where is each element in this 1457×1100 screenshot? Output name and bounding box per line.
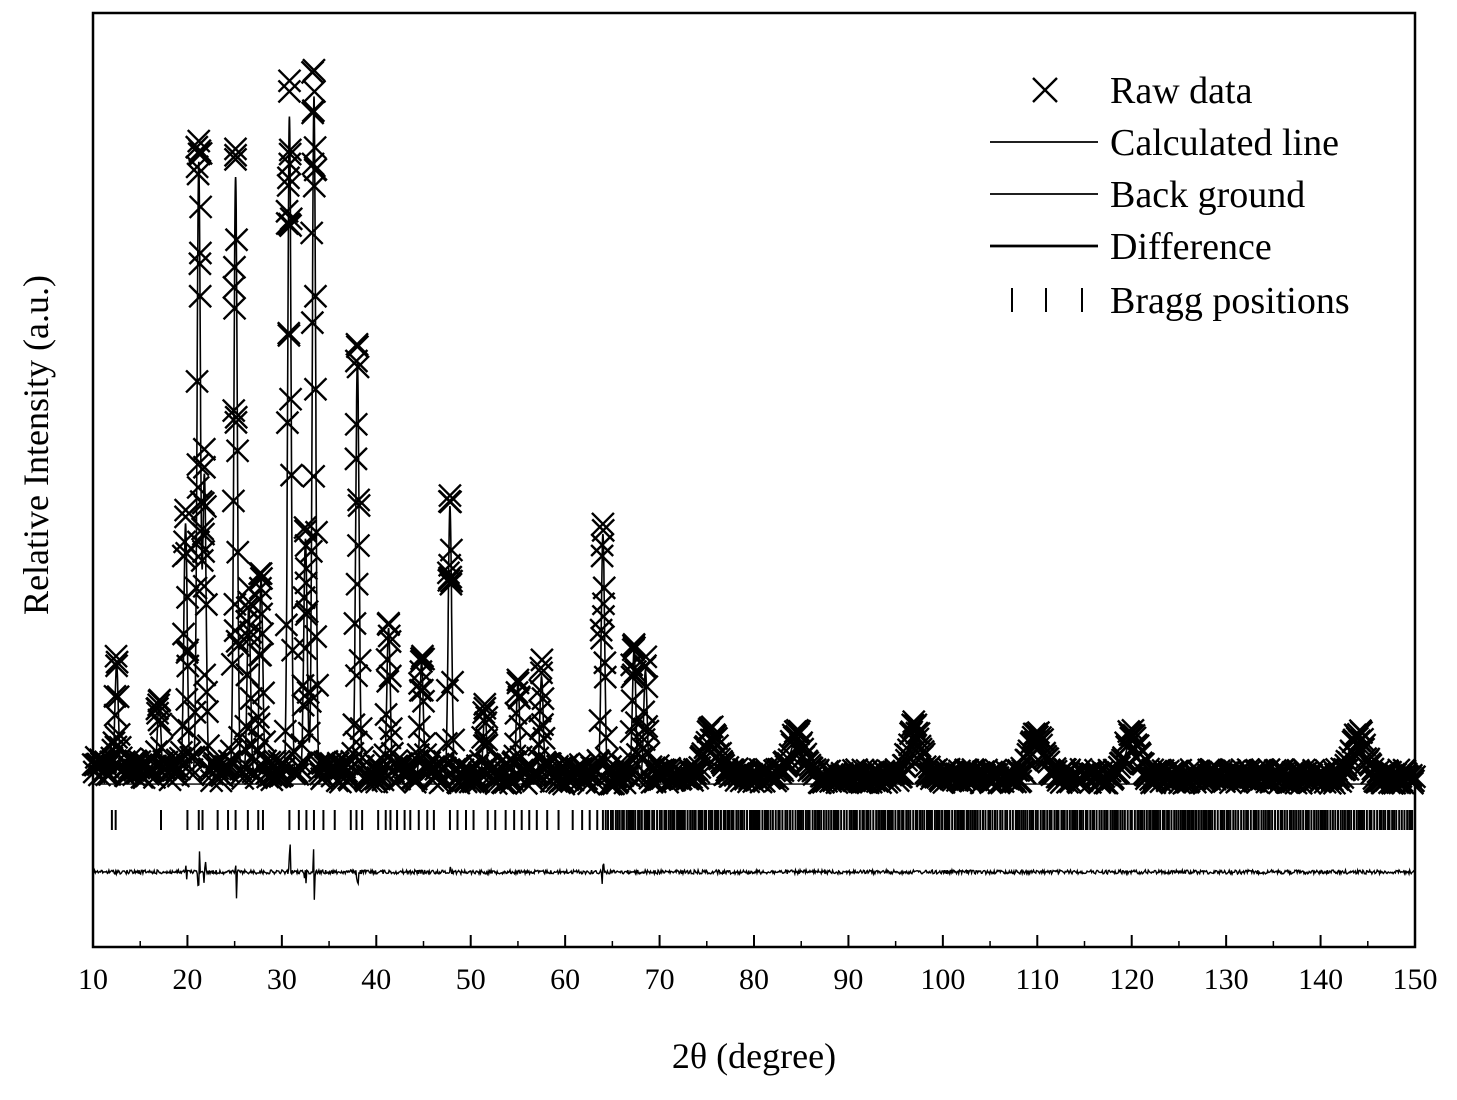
legend: Raw data Calculated line Back ground Differ… <box>990 70 1350 322</box>
x-axis-ticks: 10 20 30 40 50 60 70 80 90 100 110 120 130 140 150 <box>78 935 1438 996</box>
x-tick-label: 60 <box>550 963 580 996</box>
x-tick-label: 80 <box>739 963 769 996</box>
x-axis-title: 2θ (degree) <box>672 1036 836 1076</box>
x-tick-label: 120 <box>1109 963 1154 996</box>
x-tick-label: 20 <box>172 963 202 996</box>
x-tick-label: 90 <box>833 963 863 996</box>
y-axis-title: Relative Intensity (a.u.) <box>16 275 56 615</box>
raw-data-point <box>279 70 301 92</box>
raw-data-point <box>346 573 368 595</box>
raw-data-point <box>190 196 212 218</box>
raw-data-peak-point <box>278 80 300 102</box>
x-tick-label: 40 <box>361 963 391 996</box>
raw-data-point <box>225 148 247 170</box>
raw-data-point <box>278 324 300 346</box>
x-tick-label: 140 <box>1298 963 1343 996</box>
legend-label: Difference <box>1110 226 1272 268</box>
raw-data-point <box>187 476 209 498</box>
raw-data-point <box>346 665 368 687</box>
bragg-positions-layer <box>112 810 1415 830</box>
x-tick-label: 30 <box>267 963 297 996</box>
x-tick-label: 110 <box>1015 963 1059 996</box>
difference-layer <box>93 845 1414 900</box>
raw-data-point <box>301 222 323 244</box>
x-tick-label: 10 <box>78 963 108 996</box>
x-tick-label: 150 <box>1393 963 1438 996</box>
raw-data-peak-point <box>346 336 368 358</box>
legend-raw-data-symbol <box>1033 78 1057 102</box>
raw-data-peak-point <box>303 59 325 81</box>
legend-label: Back ground <box>1110 174 1305 216</box>
difference-curve <box>93 845 1414 900</box>
raw-data-layer <box>82 59 1425 795</box>
legend-label: Raw data <box>1110 70 1253 112</box>
raw-data-point <box>592 606 614 628</box>
x-tick-label: 130 <box>1204 963 1249 996</box>
x-tick-label: 70 <box>645 963 675 996</box>
x-tick-label: 100 <box>920 963 965 996</box>
legend-label: Calculated line <box>1110 122 1339 164</box>
raw-data-point <box>302 102 324 124</box>
raw-data-point <box>278 322 300 344</box>
raw-data-point <box>303 465 325 487</box>
legend-label: Bragg positions <box>1110 280 1350 322</box>
x-tick-label: 50 <box>456 963 486 996</box>
